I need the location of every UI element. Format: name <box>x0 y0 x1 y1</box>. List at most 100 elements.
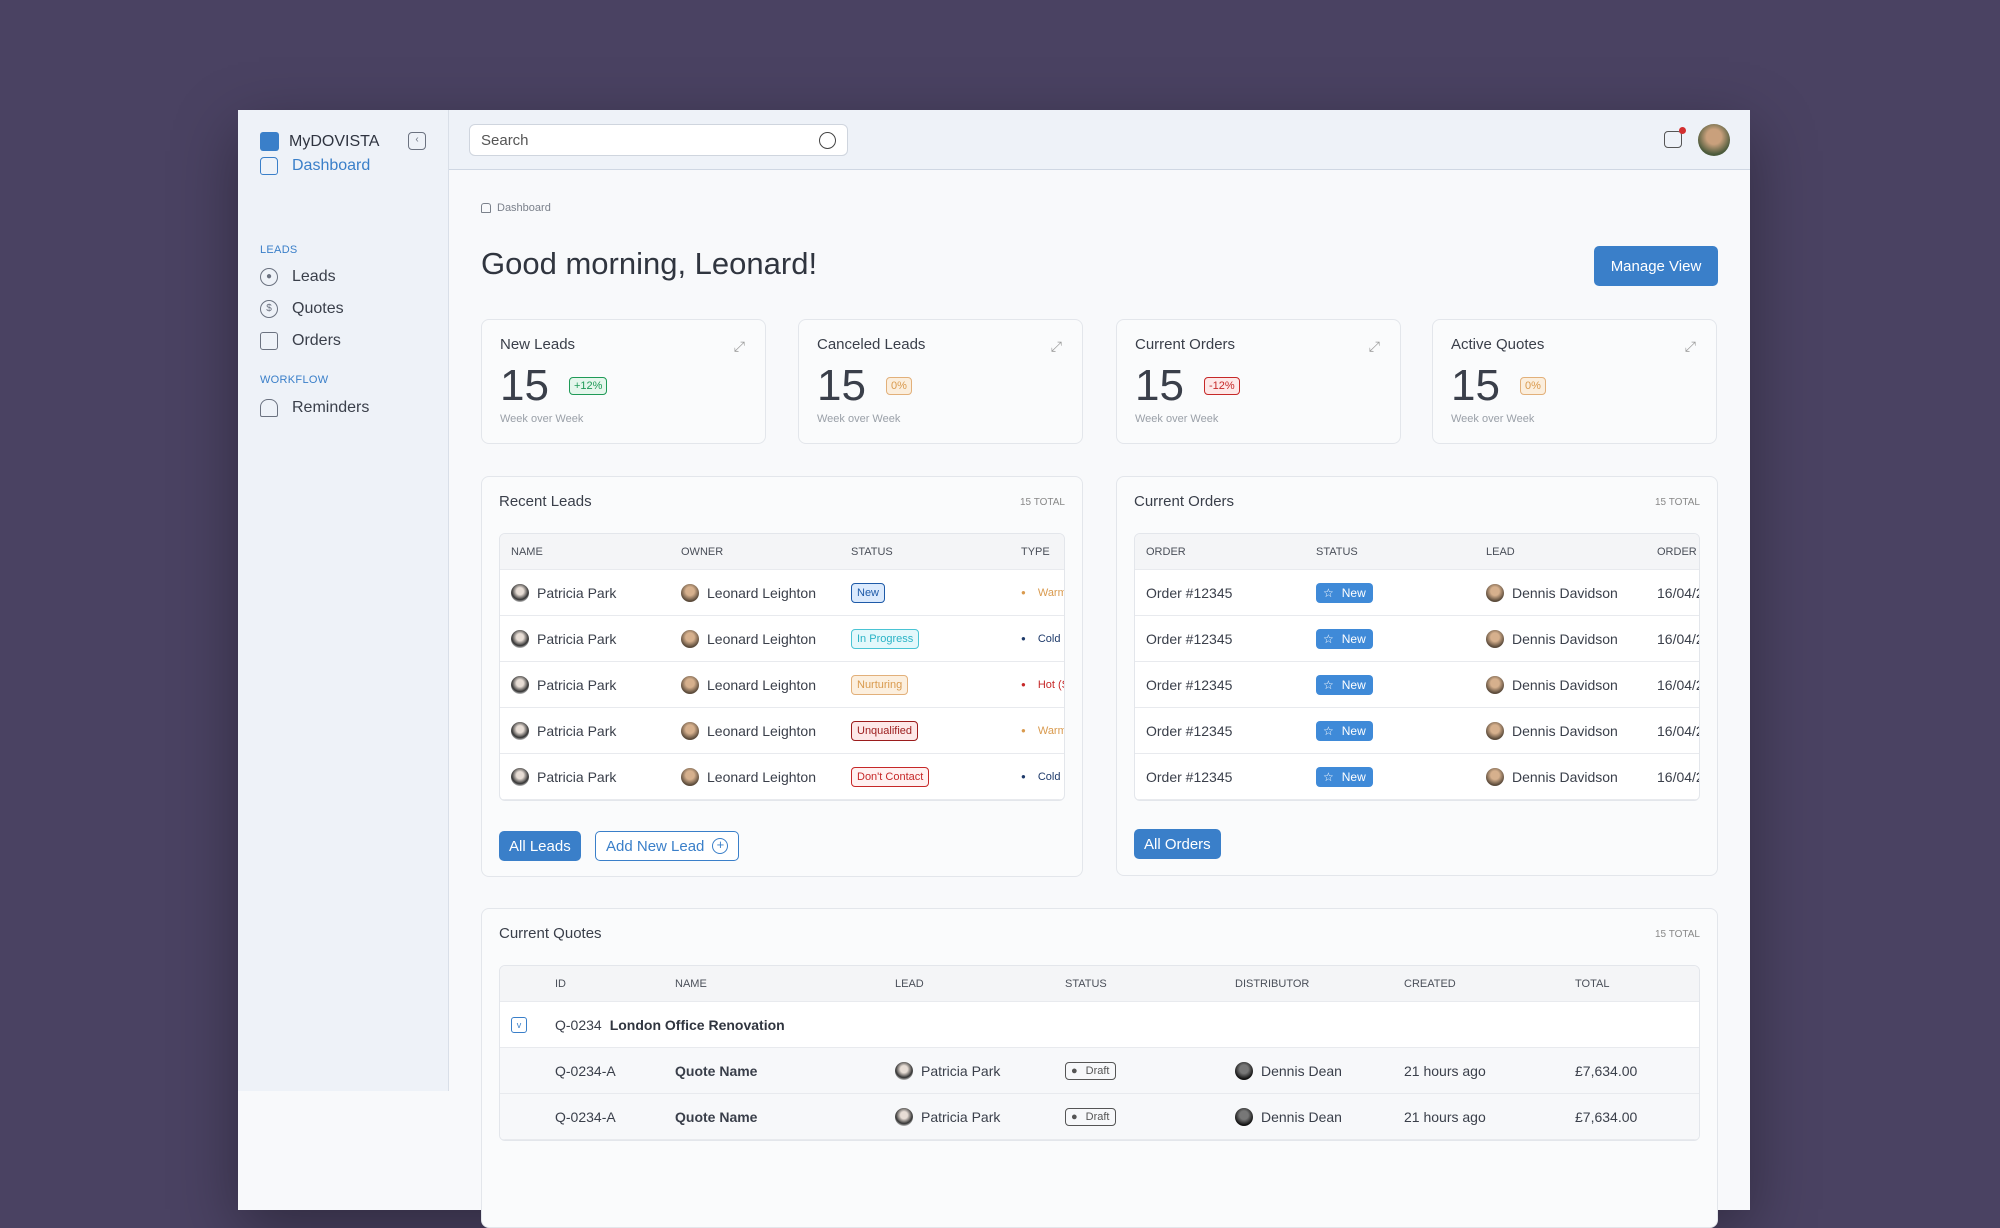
column-header[interactable]: DISTRIBUTOR <box>1235 977 1310 990</box>
stat-card-active-quotes: Active Quotes ⤢ 15 0% Week over Week <box>1432 319 1717 444</box>
table-row[interactable]: Order #12345 ☆ New Dennis Davidson 16/04/… <box>1135 570 1699 616</box>
group-name: London Office Renovation <box>609 1016 785 1033</box>
column-header[interactable]: ORDER <box>1146 545 1186 558</box>
lead-name: Dennis Davidson <box>1512 676 1618 693</box>
expand-icon[interactable]: ⤢ <box>1050 338 1062 354</box>
avatar <box>1235 1061 1253 1080</box>
app-window: MyDOVISTA ‹ Dashboard LEADS ● Leads $ Quot… <box>238 110 1750 1228</box>
sidebar-item-label: Quotes <box>292 300 344 317</box>
manage-view-button[interactable]: Manage View <box>1594 246 1718 286</box>
status-badge: ☆ New <box>1316 766 1373 787</box>
sidebar-item-orders[interactable]: Orders <box>260 332 341 350</box>
table-row[interactable]: Q-0234-A Quote Name Patricia Park ● Draf… <box>500 1048 1699 1094</box>
column-header[interactable]: STATUS <box>851 545 893 558</box>
lead-name: Patricia Park <box>921 1062 1001 1079</box>
user-avatar[interactable] <box>1698 124 1730 156</box>
stat-title: Canceled Leads <box>817 336 926 353</box>
star-icon: ☆ <box>1323 631 1334 646</box>
logo-icon <box>260 132 279 151</box>
star-icon: ☆ <box>1323 723 1334 738</box>
avatar <box>511 721 529 740</box>
column-header[interactable]: CREATED <box>1404 977 1456 990</box>
search-icon[interactable] <box>819 131 836 149</box>
table-row[interactable]: Patricia Park Leonard Leighton Unqualifi… <box>500 708 1064 754</box>
quote-name[interactable]: Quote Name <box>675 1108 758 1125</box>
quote-name[interactable]: Quote Name <box>675 1062 758 1079</box>
order-number[interactable]: Order #12345 <box>1146 584 1233 601</box>
table-row[interactable]: Patricia Park Leonard Leighton In Progre… <box>500 616 1064 662</box>
avatar <box>1235 1107 1253 1126</box>
sidebar-item-label: Reminders <box>292 399 370 416</box>
sidebar-item-dashboard[interactable]: Dashboard <box>260 157 370 175</box>
add-new-lead-button[interactable]: Add New Lead + <box>595 831 740 861</box>
order-number[interactable]: Order #12345 <box>1146 722 1233 739</box>
table-row[interactable]: Q-0234-A Quote Name Patricia Park ● Draf… <box>500 1094 1699 1140</box>
owner-cell: Leonard Leighton <box>681 629 816 648</box>
quote-total: £7,634.00 <box>1575 1062 1638 1079</box>
expand-icon[interactable]: ⤢ <box>1368 338 1380 354</box>
search-input[interactable]: Search <box>469 124 848 156</box>
column-header[interactable]: STATUS <box>1316 545 1358 558</box>
table-row[interactable]: Patricia Park Leonard Leighton Nurturing… <box>500 662 1064 708</box>
stat-title: New Leads <box>500 336 576 353</box>
column-header[interactable]: ID <box>555 977 566 990</box>
current-orders-panel: Current Orders 15 TOTAL ORDER STATUS LEAD O… <box>1116 476 1718 876</box>
all-orders-button[interactable]: All Orders <box>1134 829 1221 859</box>
column-header[interactable]: ORDER <box>1657 545 1697 558</box>
column-header[interactable]: TOTAL <box>1575 977 1610 990</box>
quote-group-row[interactable]: v Q-0234 London Office Renovation <box>500 1002 1699 1048</box>
current-quotes-panel: Current Quotes 15 TOTAL ID NAME LEAD STATUS… <box>481 908 1718 1228</box>
column-header[interactable]: TYPE <box>1021 545 1050 558</box>
column-header[interactable]: STATUS <box>1065 977 1107 990</box>
home-icon <box>260 157 278 175</box>
lead-name-cell: Patricia Park <box>511 629 616 648</box>
inbox-icon[interactable] <box>1664 127 1686 148</box>
owner-cell: Leonard Leighton <box>681 583 816 602</box>
order-number[interactable]: Order #12345 <box>1146 630 1233 647</box>
column-header[interactable]: OWNER <box>681 545 724 558</box>
lead-type: Warm <box>1021 725 1064 737</box>
expand-icon[interactable]: ⤢ <box>733 338 745 354</box>
all-leads-button[interactable]: All Leads <box>499 831 581 861</box>
order-date: 16/04/2 <box>1657 630 1700 647</box>
column-header[interactable]: LEAD <box>1486 545 1515 558</box>
order-number[interactable]: Order #12345 <box>1146 768 1233 785</box>
table-row[interactable]: Order #12345 ☆ New Dennis Davidson 16/04/… <box>1135 754 1699 800</box>
stat-subtitle: Week over Week <box>817 413 901 425</box>
star-icon: ☆ <box>1323 769 1334 784</box>
owner-cell: Leonard Leighton <box>681 767 816 786</box>
avatar <box>681 583 699 602</box>
table-row[interactable]: Order #12345 ☆ New Dennis Davidson 16/04/… <box>1135 662 1699 708</box>
owner-name: Leonard Leighton <box>707 768 816 785</box>
column-header[interactable]: NAME <box>511 545 543 558</box>
status-label: New <box>1341 677 1366 692</box>
lead-type: Cold (I <box>1021 633 1064 645</box>
status-label: Draft <box>1085 1064 1110 1077</box>
order-date: 16/04/2 <box>1657 722 1700 739</box>
avatar <box>1486 721 1504 740</box>
panel-title: Recent Leads <box>499 493 592 510</box>
sidebar-item-quotes[interactable]: $ Quotes <box>260 300 344 318</box>
chevron-down-icon[interactable]: v <box>511 1016 527 1033</box>
table-row[interactable]: Order #12345 ☆ New Dennis Davidson 16/04/… <box>1135 708 1699 754</box>
table-row[interactable]: Patricia Park Leonard Leighton New Warm <box>500 570 1064 616</box>
column-header[interactable]: NAME <box>675 977 707 990</box>
column-header[interactable]: LEAD <box>895 977 924 990</box>
current-orders-table: ORDER STATUS LEAD ORDER Order #12345 ☆ New D… <box>1134 533 1700 801</box>
order-number[interactable]: Order #12345 <box>1146 676 1233 693</box>
page-title: Good morning, Leonard! <box>481 246 818 281</box>
table-row[interactable]: Patricia Park Leonard Leighton Don't Con… <box>500 754 1064 800</box>
sidebar-item-reminders[interactable]: Reminders <box>260 399 369 417</box>
expand-icon[interactable]: ⤢ <box>1684 338 1696 354</box>
status-badge: Nurturing <box>851 674 909 695</box>
status-label: New <box>1341 631 1366 646</box>
breadcrumb-item[interactable]: Dashboard <box>497 202 551 214</box>
owner-cell: Leonard Leighton <box>681 675 816 694</box>
status-label: New <box>1341 723 1366 738</box>
owner-name: Leonard Leighton <box>707 676 816 693</box>
lead-cell: Dennis Davidson <box>1486 721 1618 740</box>
sidebar-item-leads[interactable]: ● Leads <box>260 268 336 286</box>
stat-title: Active Quotes <box>1451 336 1545 353</box>
table-row[interactable]: Order #12345 ☆ New Dennis Davidson 16/04/… <box>1135 616 1699 662</box>
collapse-sidebar-icon[interactable]: ‹ <box>408 132 426 150</box>
